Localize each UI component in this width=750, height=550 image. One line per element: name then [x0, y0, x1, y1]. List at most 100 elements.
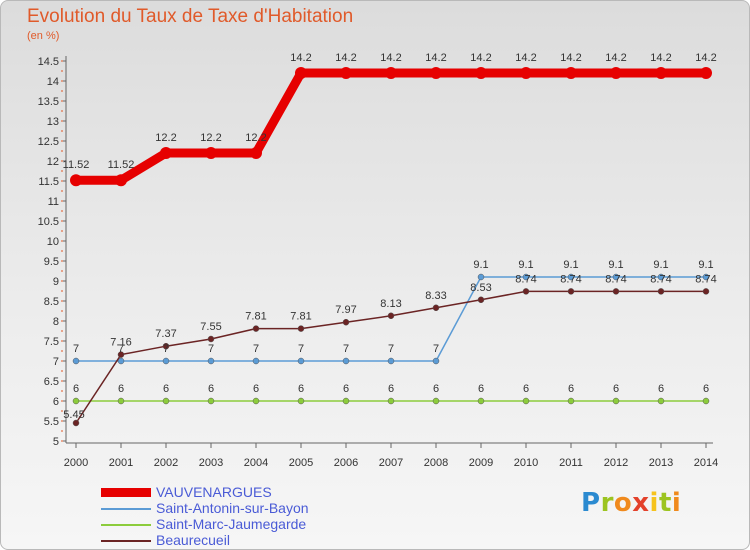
- data-point-saint-antonin: [702, 273, 710, 281]
- data-point-saint-marc: [612, 397, 620, 405]
- data-point-saint-antonin: [612, 273, 620, 281]
- data-point-beaurecueil: [342, 318, 350, 326]
- data-label-beaurecueil: 7.97: [335, 304, 356, 316]
- data-point-saint-antonin: [657, 273, 665, 281]
- y-tick-label: 9.5: [44, 256, 59, 268]
- legend-swatch: [101, 524, 151, 526]
- data-point-vauvenargues: [205, 147, 217, 159]
- y-tick-label: 13.5: [38, 96, 59, 108]
- data-point-vauvenargues: [430, 67, 442, 79]
- data-point-saint-marc: [477, 397, 485, 405]
- x-tick-label: 2003: [199, 457, 223, 469]
- y-tick-label: 7: [53, 356, 59, 368]
- y-axis-unit: (en %): [27, 30, 60, 42]
- data-point-beaurecueil: [72, 419, 80, 427]
- data-point-saint-antonin: [72, 357, 80, 365]
- legend-label: Saint-Antonin-sur-Bayon: [156, 500, 309, 516]
- data-label-vauvenargues: 14.2: [560, 52, 581, 64]
- data-point-saint-antonin: [162, 357, 170, 365]
- legend-swatch: [101, 540, 151, 542]
- data-label-beaurecueil: 8.74: [515, 273, 536, 285]
- data-point-beaurecueil: [387, 312, 395, 320]
- data-label-saint-marc: 6: [388, 383, 394, 395]
- data-label-vauvenargues: 14.2: [605, 52, 626, 64]
- data-label-saint-antonin: 7: [343, 343, 349, 355]
- data-point-saint-marc: [297, 397, 305, 405]
- data-point-saint-antonin: [567, 273, 575, 281]
- chart-title: Evolution du Taux de Taxe d'Habitation: [27, 6, 354, 27]
- data-label-beaurecueil: 7.55: [200, 321, 221, 333]
- data-point-saint-marc: [207, 397, 215, 405]
- data-label-saint-antonin: 7: [73, 343, 79, 355]
- y-tick-label: 12.5: [38, 136, 59, 148]
- data-label-vauvenargues: 14.2: [695, 52, 716, 64]
- data-point-vauvenargues: [160, 147, 172, 159]
- data-point-saint-marc: [252, 397, 260, 405]
- data-label-beaurecueil: 8.53: [470, 282, 491, 294]
- data-point-beaurecueil: [522, 288, 530, 295]
- x-tick-label: 2001: [109, 457, 133, 469]
- data-label-vauvenargues: 14.2: [335, 52, 356, 64]
- data-point-vauvenargues: [610, 67, 622, 79]
- y-tick-label: 13: [47, 116, 59, 128]
- data-point-saint-marc: [567, 397, 575, 405]
- data-point-beaurecueil: [612, 288, 620, 295]
- data-point-vauvenargues: [385, 67, 397, 79]
- x-tick-label: 2006: [334, 457, 358, 469]
- data-label-vauvenargues: 14.2: [470, 52, 491, 64]
- legend-swatch: [101, 488, 151, 497]
- data-point-beaurecueil: [162, 342, 170, 350]
- data-label-beaurecueil: 8.74: [650, 273, 671, 285]
- data-point-saint-antonin: [252, 357, 260, 365]
- data-label-beaurecueil: 7.81: [290, 311, 311, 323]
- data-label-beaurecueil: 7.37: [155, 328, 176, 340]
- data-label-saint-antonin: 7: [298, 343, 304, 355]
- y-tick-label: 10.5: [38, 216, 59, 228]
- x-tick-label: 2008: [424, 457, 448, 469]
- data-label-saint-antonin: 9.1: [653, 259, 668, 271]
- data-point-saint-marc: [657, 397, 665, 405]
- data-point-saint-antonin: [522, 273, 530, 281]
- data-label-saint-antonin: 9.1: [473, 259, 488, 271]
- y-tick-label: 5.5: [44, 416, 59, 428]
- data-point-vauvenargues: [70, 174, 82, 187]
- y-tick-label: 5: [53, 436, 59, 448]
- data-point-beaurecueil: [567, 288, 575, 295]
- data-point-saint-marc: [162, 397, 170, 405]
- y-tick-label: 12: [47, 156, 59, 168]
- data-label-vauvenargues: 11.52: [108, 159, 135, 171]
- legend-label: VAUVENARGUES: [156, 484, 272, 500]
- legend-label: Beaurecueil: [156, 532, 230, 548]
- data-label-saint-marc: 6: [613, 383, 619, 395]
- data-point-saint-antonin: [207, 357, 215, 365]
- data-label-vauvenargues: 14.2: [425, 52, 446, 64]
- x-tick-label: 2011: [559, 457, 583, 469]
- data-point-saint-antonin: [387, 357, 395, 365]
- data-label-vauvenargues: 12.2: [200, 132, 221, 144]
- y-tick-label: 6.5: [44, 376, 59, 388]
- data-label-beaurecueil: 5.45: [63, 409, 84, 421]
- data-label-vauvenargues: 14.2: [650, 52, 671, 64]
- data-label-saint-marc: 6: [568, 383, 574, 395]
- data-point-saint-marc: [117, 397, 125, 405]
- y-tick-label: 11.5: [38, 176, 59, 188]
- x-tick-label: 2014: [694, 457, 718, 469]
- data-label-vauvenargues: 12.2: [245, 132, 266, 144]
- data-point-beaurecueil: [702, 288, 710, 295]
- data-point-beaurecueil: [657, 288, 665, 295]
- data-label-vauvenargues: 14.2: [290, 52, 311, 64]
- y-tick-label: 14.5: [38, 56, 59, 68]
- data-point-saint-marc: [432, 397, 440, 405]
- x-tick-label: 2009: [469, 457, 493, 469]
- data-label-saint-antonin: 9.1: [608, 259, 623, 271]
- x-tick-label: 2000: [64, 457, 88, 469]
- data-label-saint-marc: 6: [73, 383, 79, 395]
- data-label-beaurecueil: 8.33: [425, 290, 446, 302]
- data-label-saint-antonin: 7: [433, 343, 439, 355]
- data-label-beaurecueil: 7.16: [110, 337, 131, 349]
- data-label-vauvenargues: 11.52: [63, 159, 90, 171]
- data-label-saint-antonin: 9.1: [518, 259, 533, 271]
- data-point-beaurecueil: [207, 335, 215, 343]
- data-point-beaurecueil: [297, 325, 305, 332]
- y-tick-label: 6: [53, 396, 59, 408]
